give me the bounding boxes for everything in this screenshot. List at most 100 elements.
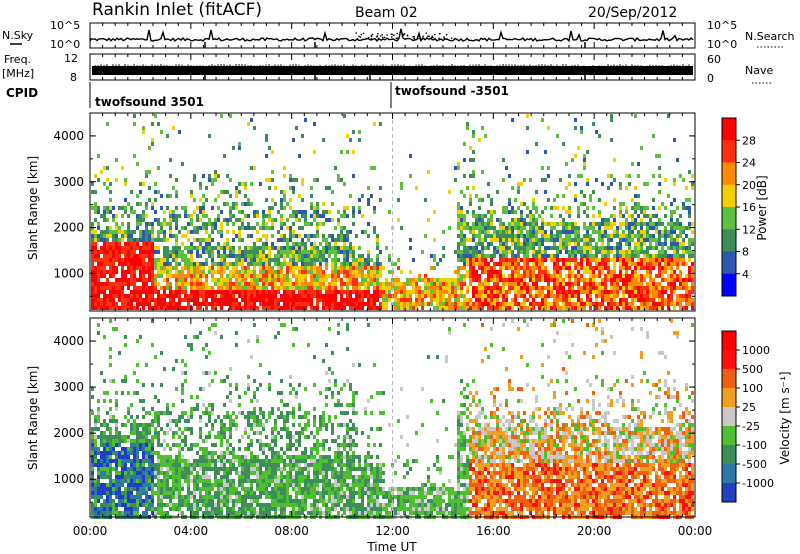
heatmap-cell (511, 222, 514, 226)
heatmap-cell (217, 194, 220, 198)
heatmap-cell (139, 423, 142, 427)
heatmap-cell (553, 266, 556, 270)
heatmap-cell (472, 134, 475, 138)
heatmap-cell (157, 274, 160, 278)
heatmap-cell (112, 419, 115, 423)
heatmap-cell (580, 126, 583, 130)
heatmap-cell (115, 439, 118, 443)
heatmap-cell (103, 302, 106, 306)
heatmap-cell (307, 270, 310, 274)
heatmap-cell (331, 250, 334, 254)
heatmap-cell (238, 254, 241, 258)
heatmap-cell (562, 298, 565, 302)
heatmap-cell (112, 230, 115, 234)
heatmap-cell (565, 298, 568, 302)
heatmap-cell (580, 250, 583, 254)
heatmap-cell (691, 302, 694, 306)
heatmap-cell (538, 238, 541, 242)
heatmap-cell (556, 294, 559, 298)
heatmap-cell (367, 290, 370, 294)
heatmap-cell (202, 246, 205, 250)
heatmap-cell (169, 226, 172, 230)
heatmap-cell (175, 250, 178, 254)
heatmap-cell (661, 306, 664, 310)
heatmap-cell (91, 443, 94, 447)
heatmap-cell (343, 270, 346, 274)
heatmap-cell (655, 214, 658, 218)
heatmap-cell (544, 150, 547, 154)
heatmap-cell (274, 202, 277, 206)
heatmap-cell (673, 274, 676, 278)
heatmap-cell (166, 467, 169, 471)
heatmap-cell (529, 286, 532, 290)
heatmap-cell (163, 290, 166, 294)
heatmap-cell (367, 198, 370, 202)
heatmap-cell (367, 270, 370, 274)
heatmap-cell (652, 262, 655, 266)
heatmap-cell (145, 270, 148, 274)
heatmap-cell (463, 298, 466, 302)
heatmap-cell (586, 258, 589, 262)
heatmap-cell (550, 274, 553, 278)
heatmap-cell (580, 262, 583, 266)
heatmap-cell (268, 282, 271, 286)
heatmap-cell (577, 282, 580, 286)
heatmap-cell (376, 282, 379, 286)
heatmap-cell (115, 294, 118, 298)
heatmap-cell (289, 282, 292, 286)
heatmap-cell (352, 282, 355, 286)
heatmap-cell (625, 302, 628, 306)
heatmap-cell (457, 258, 460, 262)
heatmap-cell (628, 274, 631, 278)
heatmap-cell (145, 226, 148, 230)
heatmap-cell (547, 290, 550, 294)
heatmap-cell (169, 230, 172, 234)
heatmap-cell (634, 290, 637, 294)
heatmap-cell (673, 290, 676, 294)
heatmap-cell (280, 278, 283, 282)
heatmap-cell (190, 262, 193, 266)
heatmap-cell (634, 266, 637, 270)
heatmap-cell (613, 294, 616, 298)
heatmap-cell (301, 290, 304, 294)
heatmap-cell (298, 254, 301, 258)
heatmap-cell (235, 190, 238, 194)
heatmap-cell (388, 294, 391, 298)
heatmap-cell (313, 274, 316, 278)
heatmap-cell (268, 294, 271, 298)
cpid-label: CPID (6, 86, 38, 100)
heatmap-cell (361, 266, 364, 270)
heatmap-cell (265, 134, 268, 138)
heatmap-cell (529, 266, 532, 270)
heatmap-cell (334, 242, 337, 246)
heatmap-cell (385, 294, 388, 298)
heatmap-cell (340, 238, 343, 242)
heatmap-cell (517, 246, 520, 250)
heatmap-cell (589, 266, 592, 270)
heatmap-cell (502, 298, 505, 302)
nsearch-dot (376, 35, 379, 37)
heatmap-cell (280, 234, 283, 238)
heatmap-cell (505, 230, 508, 234)
heatmap-cell (136, 379, 139, 383)
heatmap-cell (268, 306, 271, 310)
heatmap-cell (94, 190, 97, 194)
heatmap-cell (508, 262, 511, 266)
heatmap-cell (574, 182, 577, 186)
heatmap-cell (172, 491, 175, 495)
heatmap-cell (580, 286, 583, 290)
heatmap-cell (115, 178, 118, 182)
heatmap-cell (592, 282, 595, 286)
heatmap-cell (376, 286, 379, 290)
heatmap-cell (661, 302, 664, 306)
heatmap-cell (325, 218, 328, 222)
heatmap-cell (661, 294, 664, 298)
heatmap-cell (619, 238, 622, 242)
heatmap-cell (625, 242, 628, 246)
heatmap-cell (106, 186, 109, 190)
heatmap-cell (241, 182, 244, 186)
heatmap-cell (631, 278, 634, 282)
heatmap-cell (175, 491, 178, 495)
heatmap-cell (127, 278, 130, 282)
heatmap-cell (145, 282, 148, 286)
